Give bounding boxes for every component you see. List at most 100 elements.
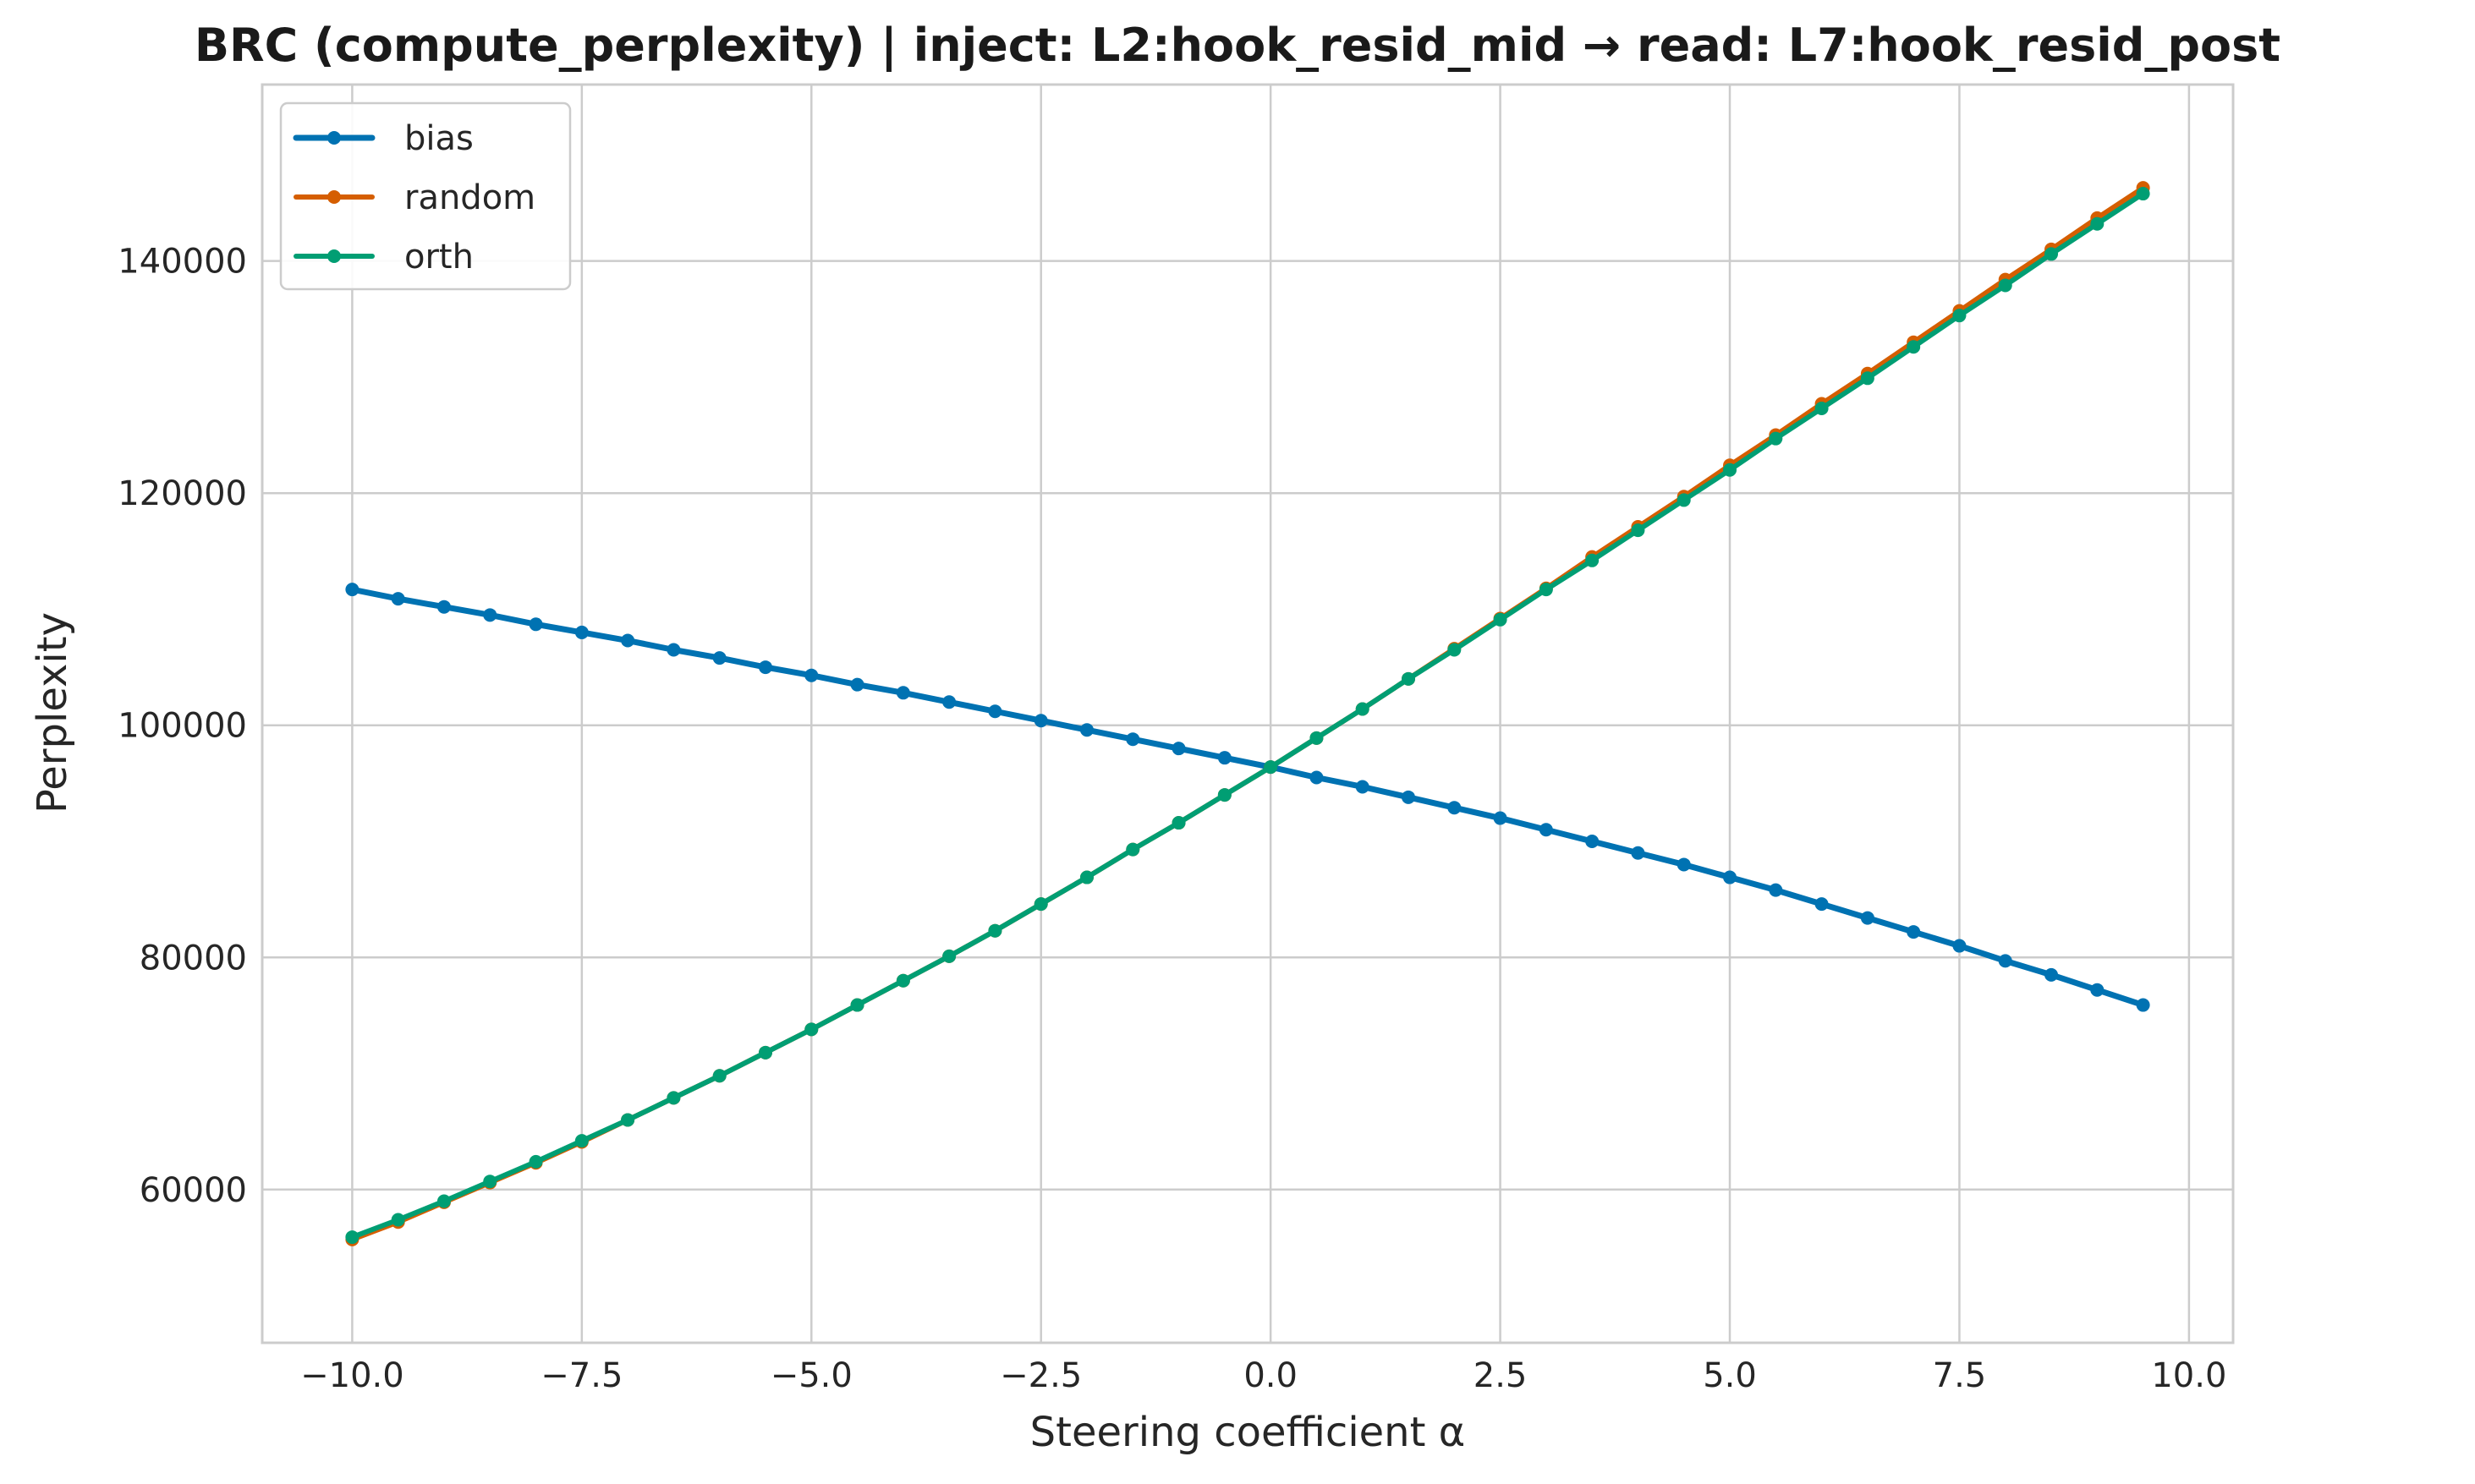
legend-marker-random (327, 190, 341, 204)
orth-point (1952, 309, 1967, 323)
bias-point (1814, 897, 1829, 912)
bias-point (1723, 870, 1737, 884)
orth-point (1723, 463, 1737, 477)
orth-point (1814, 401, 1829, 415)
bias-point (621, 633, 635, 648)
x-tick-label: −2.5 (1000, 1356, 1082, 1395)
orth-point (804, 1022, 819, 1037)
bias-point (391, 592, 405, 606)
orth-point (758, 1045, 772, 1060)
series (345, 181, 2150, 1246)
orth-point (391, 1213, 405, 1227)
orth-point (1447, 643, 1462, 657)
orth-point (2044, 247, 2059, 261)
legend-label-random: random (404, 178, 535, 217)
legend-label-orth: orth (404, 238, 474, 277)
x-tick-labels: −10.0 −7.5 −5.0 −2.5 0.0 2.5 5.0 7.5 10.0 (300, 1356, 2226, 1395)
bias-line (348, 586, 2147, 1009)
orth-point (1217, 788, 1232, 802)
orth-point (2136, 187, 2150, 201)
orth-point (1860, 371, 1874, 386)
y-axis-label: Perplexity (29, 612, 76, 813)
orth-point (1355, 702, 1369, 716)
orth-point (1309, 731, 1324, 745)
legend-marker-bias (327, 131, 341, 145)
x-tick-label: −5.0 (771, 1356, 853, 1395)
bias-point (1126, 732, 1140, 747)
orth-point (574, 1134, 589, 1148)
bias-point (1631, 846, 1645, 860)
bias-point (1677, 857, 1691, 872)
series-random (345, 181, 2150, 1246)
bias-point (483, 608, 497, 622)
bias-point (1907, 925, 1921, 939)
orth-point (529, 1154, 543, 1169)
bias-point (1493, 811, 1507, 825)
orth-point (850, 998, 864, 1012)
orth-point (712, 1069, 727, 1083)
bias-point (1447, 801, 1462, 815)
chart-title: BRC (compute_perplexity) | inject: L2:ho… (195, 19, 2280, 72)
x-tick-label: −7.5 (541, 1356, 623, 1395)
orth-point (1631, 523, 1645, 538)
x-tick-label: 5.0 (1703, 1356, 1757, 1395)
bias-point (1172, 742, 1186, 756)
orth-point (1402, 671, 1416, 686)
orth-point (1034, 897, 1048, 912)
orth-point (942, 949, 957, 963)
orth-point (1769, 431, 1783, 446)
legend: bias random orth (279, 101, 572, 291)
orth-point (1998, 278, 2012, 293)
orth-point (1493, 612, 1507, 627)
bias-point (1952, 939, 1967, 953)
orth-point (1907, 340, 1921, 354)
bias-point (1402, 790, 1416, 804)
x-tick-label: −10.0 (300, 1356, 404, 1395)
bias-point (942, 695, 957, 709)
y-tick-label: 140000 (118, 243, 247, 282)
legend-box (279, 101, 572, 291)
legend-marker-orth (327, 249, 341, 263)
bias-point (1998, 954, 2012, 968)
orth-point (988, 923, 1002, 938)
orth-point (436, 1194, 451, 1208)
x-tick-label: 0.0 (1243, 1356, 1298, 1395)
orth-point (621, 1113, 635, 1127)
y-tick-label: 100000 (118, 707, 247, 746)
y-tick-label: 80000 (140, 939, 247, 977)
bias-point (1079, 723, 1094, 737)
bias-point (1217, 751, 1232, 765)
y-tick-labels: 60000 80000 100000 120000 140000 (118, 243, 247, 1210)
random-line (349, 185, 2146, 1242)
bias-point (2090, 983, 2105, 997)
bias-point (850, 677, 864, 692)
orth-point (1079, 870, 1094, 884)
bias-point (712, 651, 727, 665)
bias-point (2044, 967, 2059, 982)
orth-point (1264, 760, 1278, 775)
orth-point (1539, 583, 1553, 597)
bias-point (345, 583, 359, 597)
x-tick-label: 7.5 (1933, 1356, 1987, 1395)
bias-point (574, 625, 589, 639)
orth-point (1677, 493, 1691, 507)
plot-frame (261, 83, 2235, 1344)
bias-point (667, 643, 681, 657)
orth-point (483, 1175, 497, 1189)
bias-point (1034, 714, 1048, 728)
y-tick-label: 120000 (118, 474, 247, 513)
bias-point (1860, 911, 1874, 925)
x-axis-label: Steering coefficient α (1030, 1409, 1466, 1456)
series-bias (345, 583, 2150, 1012)
orth-point (1585, 553, 1600, 567)
orth-point (1172, 816, 1186, 830)
bias-point (436, 600, 451, 614)
bias-point (2136, 998, 2150, 1012)
orth-point (896, 973, 910, 988)
bias-point (1309, 770, 1324, 785)
bias-point (758, 660, 772, 675)
bias-point (896, 686, 910, 700)
orth-point (667, 1091, 681, 1105)
orth-point (1126, 842, 1140, 857)
